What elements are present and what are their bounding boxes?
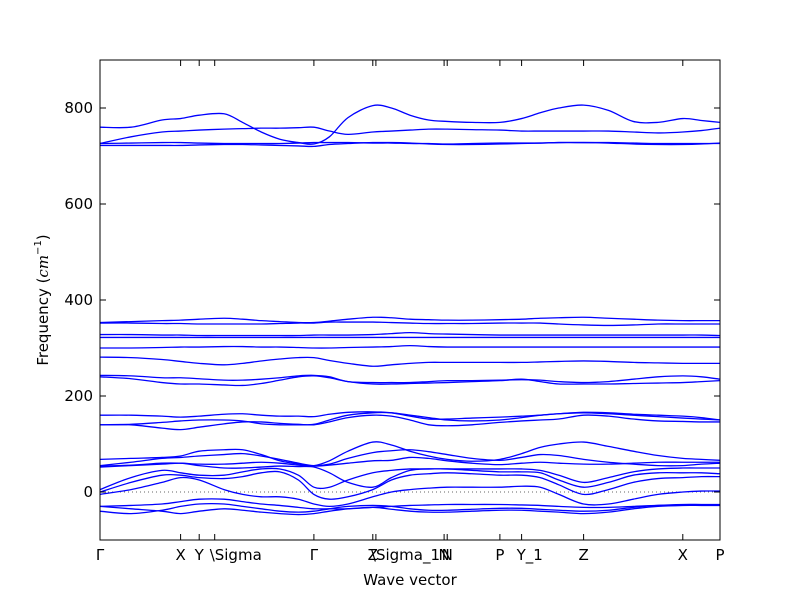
x-tick-label: Z bbox=[578, 546, 588, 564]
band-line-16 bbox=[99, 441, 721, 467]
band-line-6 bbox=[99, 321, 720, 327]
y-axis-ticks: 0 200 400 600 800 bbox=[64, 99, 720, 501]
band-line-11 bbox=[99, 374, 721, 384]
band-line-22 bbox=[99, 476, 721, 508]
y-tick-label: 400 bbox=[64, 291, 93, 309]
band-line-9 bbox=[99, 344, 720, 349]
y-tick-label: 800 bbox=[64, 99, 93, 117]
x-tick-label: Y_1 bbox=[516, 546, 543, 565]
band-line-4 bbox=[99, 141, 721, 148]
x-tick-label: Z bbox=[368, 546, 378, 564]
x-tick-label: X bbox=[175, 546, 185, 564]
band-line-20 bbox=[99, 467, 721, 491]
plot-background bbox=[100, 60, 720, 540]
band-line-15 bbox=[99, 414, 721, 431]
x-tick-label: P bbox=[495, 546, 504, 564]
x-tick-label: N bbox=[442, 546, 453, 564]
x-tick-label: X bbox=[678, 546, 688, 564]
band-line-2 bbox=[99, 126, 721, 145]
x-tick-label: Γ bbox=[96, 546, 105, 564]
x-tick-label: Γ bbox=[310, 546, 319, 564]
x-tick-label: \Sigma_1 bbox=[371, 546, 440, 565]
x-tick-label: Y bbox=[194, 546, 205, 564]
band-line-5 bbox=[99, 316, 720, 324]
y-tick-label: 0 bbox=[83, 483, 93, 501]
band-line-17 bbox=[99, 449, 721, 467]
y-tick-label: 600 bbox=[64, 195, 93, 213]
x-tick-label: N bbox=[438, 546, 449, 564]
band-line-25 bbox=[99, 503, 720, 515]
band-line-23 bbox=[99, 498, 720, 510]
y-axis-label: Frequency (cm−1) bbox=[33, 234, 52, 365]
band-line-19 bbox=[99, 462, 720, 488]
band-line-10 bbox=[99, 356, 720, 367]
band-line-12 bbox=[99, 375, 721, 387]
band-line-1 bbox=[99, 104, 721, 145]
series-lines bbox=[99, 104, 721, 516]
x-tick-label: \Sigma bbox=[210, 546, 262, 564]
plot-frame bbox=[99, 59, 721, 541]
x-axis-label: Wave vector bbox=[363, 571, 457, 589]
band-line-24 bbox=[99, 504, 720, 516]
band-line-14 bbox=[99, 411, 721, 426]
band-line-21 bbox=[99, 470, 721, 500]
y-tick-label: 200 bbox=[64, 387, 93, 405]
band-line-7 bbox=[99, 331, 721, 337]
band-line-18 bbox=[99, 456, 720, 467]
x-axis-ticks: Γ X Y \Sigma Γ Z\Sigma_1NN P Y_1 Z X P bbox=[96, 60, 725, 565]
x-tick-label: P bbox=[715, 546, 724, 564]
